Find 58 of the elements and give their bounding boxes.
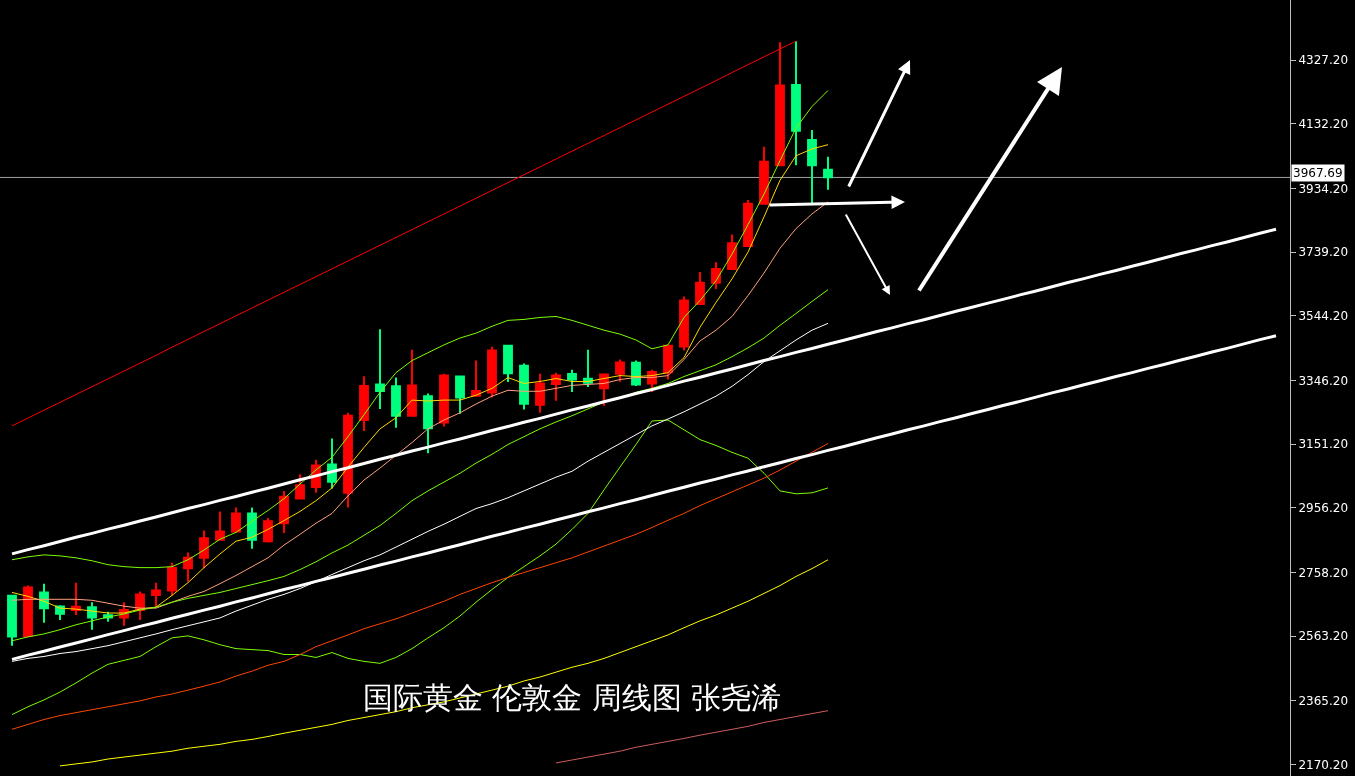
candlestick bbox=[279, 489, 289, 535]
candlestick bbox=[535, 372, 545, 414]
candlestick bbox=[263, 516, 273, 544]
candlestick bbox=[551, 371, 561, 402]
y-tick-label: 4327.20 bbox=[1298, 53, 1349, 68]
candlestick bbox=[423, 392, 433, 455]
candlestick bbox=[87, 601, 97, 631]
candlestick bbox=[807, 128, 817, 205]
candlestick bbox=[455, 374, 465, 415]
y-tick-label: 2365.20 bbox=[1298, 694, 1349, 709]
candlestick bbox=[215, 510, 225, 542]
y-tick-label: 4132.20 bbox=[1298, 116, 1349, 131]
candlestick bbox=[231, 506, 241, 535]
candlestick bbox=[519, 362, 529, 411]
y-tick-label: 3346.20 bbox=[1298, 373, 1349, 388]
candlestick bbox=[823, 155, 833, 191]
candlestick bbox=[167, 561, 177, 597]
candlestick bbox=[199, 529, 209, 570]
candlestick bbox=[7, 593, 17, 647]
line-series bbox=[555, 710, 829, 764]
candlestick bbox=[711, 261, 721, 291]
line-series bbox=[11, 89, 829, 569]
candlestick bbox=[487, 345, 497, 399]
candlestick bbox=[727, 233, 737, 271]
candlestick bbox=[295, 473, 305, 501]
y-tick-label: 3739.20 bbox=[1298, 245, 1349, 260]
y-tick-label: 3934.20 bbox=[1298, 181, 1349, 196]
ref-line-label: 3967.69 bbox=[1293, 166, 1343, 180]
candlestick bbox=[743, 198, 753, 248]
candlestick bbox=[407, 348, 417, 418]
candlestick bbox=[375, 328, 385, 410]
candlestick bbox=[391, 376, 401, 429]
y-tick-label: 3544.20 bbox=[1298, 308, 1349, 323]
candlestick bbox=[583, 348, 593, 389]
candlestick bbox=[23, 584, 33, 638]
candlestick bbox=[615, 358, 625, 383]
candlestick bbox=[439, 372, 449, 428]
candlestick bbox=[151, 581, 161, 608]
y-tick-label: 2758.20 bbox=[1298, 565, 1349, 580]
candlestick bbox=[39, 582, 49, 624]
candlestick bbox=[503, 343, 513, 384]
candlestick bbox=[663, 344, 673, 381]
line-series bbox=[11, 40, 797, 427]
candlestick bbox=[759, 145, 769, 206]
y-tick-label: 2170.20 bbox=[1298, 757, 1349, 772]
candlestick bbox=[471, 359, 481, 398]
candlestick bbox=[343, 411, 353, 509]
candlestick bbox=[679, 295, 689, 352]
candlestick bbox=[247, 506, 257, 550]
y-tick-label: 3151.20 bbox=[1298, 437, 1349, 452]
candlestick bbox=[183, 551, 193, 583]
candlestick bbox=[695, 271, 705, 306]
candlestick bbox=[791, 40, 801, 167]
candlestick bbox=[567, 368, 577, 393]
y-tick-label: 2956.20 bbox=[1298, 501, 1349, 515]
line-series bbox=[59, 559, 829, 767]
candlestick bbox=[359, 375, 369, 433]
y-tick-label: 2563.20 bbox=[1298, 629, 1349, 644]
